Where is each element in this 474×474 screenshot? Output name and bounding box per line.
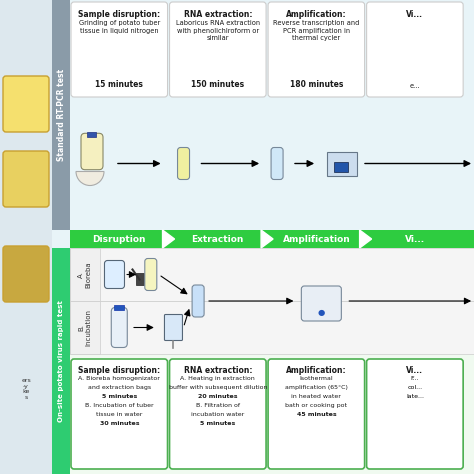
Text: 5 minutes: 5 minutes — [200, 421, 236, 426]
Text: RNA extraction:: RNA extraction: — [183, 366, 252, 375]
Text: bath or cooking pot: bath or cooking pot — [285, 403, 347, 408]
Wedge shape — [76, 172, 104, 185]
Text: A.
Bioreba: A. Bioreba — [78, 261, 91, 288]
Text: Grinding of potato tuber
tissue in liquid nitrogen: Grinding of potato tuber tissue in liqui… — [79, 20, 160, 34]
Text: tissue in water: tissue in water — [96, 412, 143, 417]
Bar — [88, 132, 97, 137]
Polygon shape — [360, 230, 372, 248]
Text: ers
-y
ke
s: ers -y ke s — [21, 378, 31, 400]
Polygon shape — [261, 230, 273, 248]
Text: Vi...: Vi... — [406, 10, 423, 19]
Text: Isothermal: Isothermal — [300, 376, 333, 381]
Text: in heated water: in heated water — [292, 394, 341, 399]
Bar — [0, 0, 52, 474]
FancyBboxPatch shape — [164, 315, 182, 340]
Bar — [52, 0, 70, 230]
FancyBboxPatch shape — [3, 151, 49, 207]
Text: Laboricus RNA extraction
with phenolichlroform or
similar: Laboricus RNA extraction with phenolichl… — [176, 20, 260, 41]
Text: buffer with subsequent dilution: buffer with subsequent dilution — [169, 385, 267, 390]
Text: and extraction bags: and extraction bags — [88, 385, 151, 390]
FancyBboxPatch shape — [104, 261, 125, 289]
Text: B.
Incubation: B. Incubation — [78, 309, 91, 346]
Bar — [0, 248, 474, 474]
Text: Sample disruption:: Sample disruption: — [78, 10, 160, 19]
Bar — [327, 152, 357, 175]
Text: 30 minutes: 30 minutes — [100, 421, 139, 426]
Text: ●: ● — [318, 309, 325, 318]
Text: col...: col... — [407, 385, 422, 390]
Text: A. Bioreba homogenizator: A. Bioreba homogenizator — [78, 376, 160, 381]
Bar — [70, 301, 100, 354]
Text: Sample disruption:: Sample disruption: — [78, 366, 160, 375]
Text: B. Incubation of tuber: B. Incubation of tuber — [85, 403, 154, 408]
Text: 5 minutes: 5 minutes — [101, 394, 137, 399]
Text: RNA extraction:: RNA extraction: — [183, 10, 252, 19]
Text: Amplification:: Amplification: — [286, 366, 346, 375]
FancyBboxPatch shape — [366, 359, 463, 469]
FancyBboxPatch shape — [170, 2, 266, 97]
FancyBboxPatch shape — [178, 147, 190, 180]
Text: Reverse transcription and
PCR amplification in
thermal cycler: Reverse transcription and PCR amplificat… — [273, 20, 359, 41]
Text: 150 minutes: 150 minutes — [191, 80, 245, 89]
Text: amplification (65°C): amplification (65°C) — [285, 385, 348, 390]
FancyBboxPatch shape — [3, 76, 49, 132]
Bar — [70, 230, 474, 248]
Text: Extraction: Extraction — [191, 235, 244, 244]
Text: Amplification:: Amplification: — [286, 10, 346, 19]
Text: Vi...: Vi... — [406, 366, 423, 375]
Text: incubation water: incubation water — [191, 412, 245, 417]
Text: Amplification: Amplification — [283, 235, 350, 244]
FancyBboxPatch shape — [301, 286, 341, 321]
Text: late...: late... — [406, 394, 424, 399]
FancyBboxPatch shape — [71, 359, 167, 469]
Text: Standard RT-PCR test: Standard RT-PCR test — [56, 69, 65, 161]
Text: On-site potato virus rapid test: On-site potato virus rapid test — [58, 300, 64, 422]
FancyBboxPatch shape — [71, 2, 167, 97]
FancyBboxPatch shape — [192, 285, 204, 317]
Text: 180 minutes: 180 minutes — [290, 80, 343, 89]
FancyBboxPatch shape — [111, 308, 127, 347]
FancyBboxPatch shape — [170, 359, 266, 469]
FancyBboxPatch shape — [268, 359, 365, 469]
Bar — [70, 248, 100, 301]
Bar — [334, 162, 348, 172]
Text: A. Heating in extraction: A. Heating in extraction — [181, 376, 255, 381]
Bar — [0, 0, 474, 230]
FancyBboxPatch shape — [145, 258, 157, 291]
FancyBboxPatch shape — [81, 133, 103, 170]
Bar — [52, 248, 70, 474]
FancyBboxPatch shape — [271, 147, 283, 180]
Polygon shape — [163, 230, 174, 248]
Bar — [70, 248, 474, 301]
Text: 15 minutes: 15 minutes — [95, 80, 143, 89]
FancyBboxPatch shape — [3, 246, 49, 302]
Text: 45 minutes: 45 minutes — [297, 412, 336, 417]
FancyBboxPatch shape — [366, 2, 463, 97]
Text: Vi...: Vi... — [405, 235, 425, 244]
Text: e...: e... — [410, 83, 420, 89]
FancyBboxPatch shape — [268, 2, 365, 97]
Bar — [114, 304, 124, 310]
Bar — [70, 301, 474, 354]
Text: Disruption: Disruption — [92, 235, 146, 244]
Text: B. Filtration of: B. Filtration of — [196, 403, 240, 408]
Text: F...: F... — [410, 376, 419, 381]
Bar — [137, 273, 145, 284]
Text: 20 minutes: 20 minutes — [198, 394, 237, 399]
